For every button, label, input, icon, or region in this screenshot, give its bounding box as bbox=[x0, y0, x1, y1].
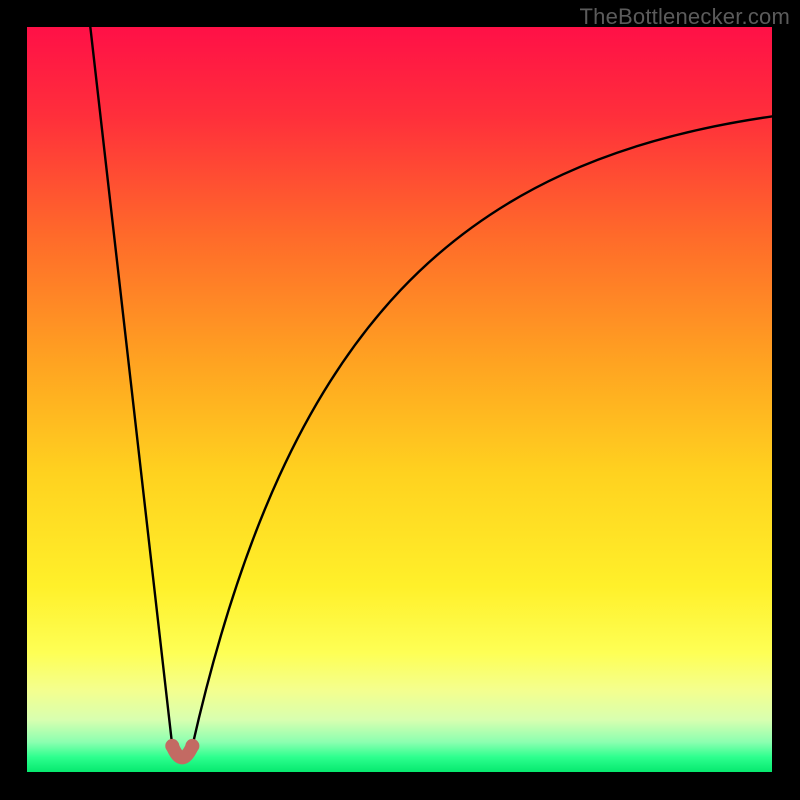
bottleneck-curve bbox=[90, 27, 772, 757]
curve-svg bbox=[27, 27, 772, 772]
chart-frame: TheBottlenecker.com bbox=[0, 0, 800, 800]
watermark-text: TheBottlenecker.com bbox=[580, 4, 790, 30]
trough-marker-left bbox=[165, 739, 179, 753]
trough-marker-right bbox=[185, 739, 199, 753]
plot-area bbox=[27, 27, 772, 772]
